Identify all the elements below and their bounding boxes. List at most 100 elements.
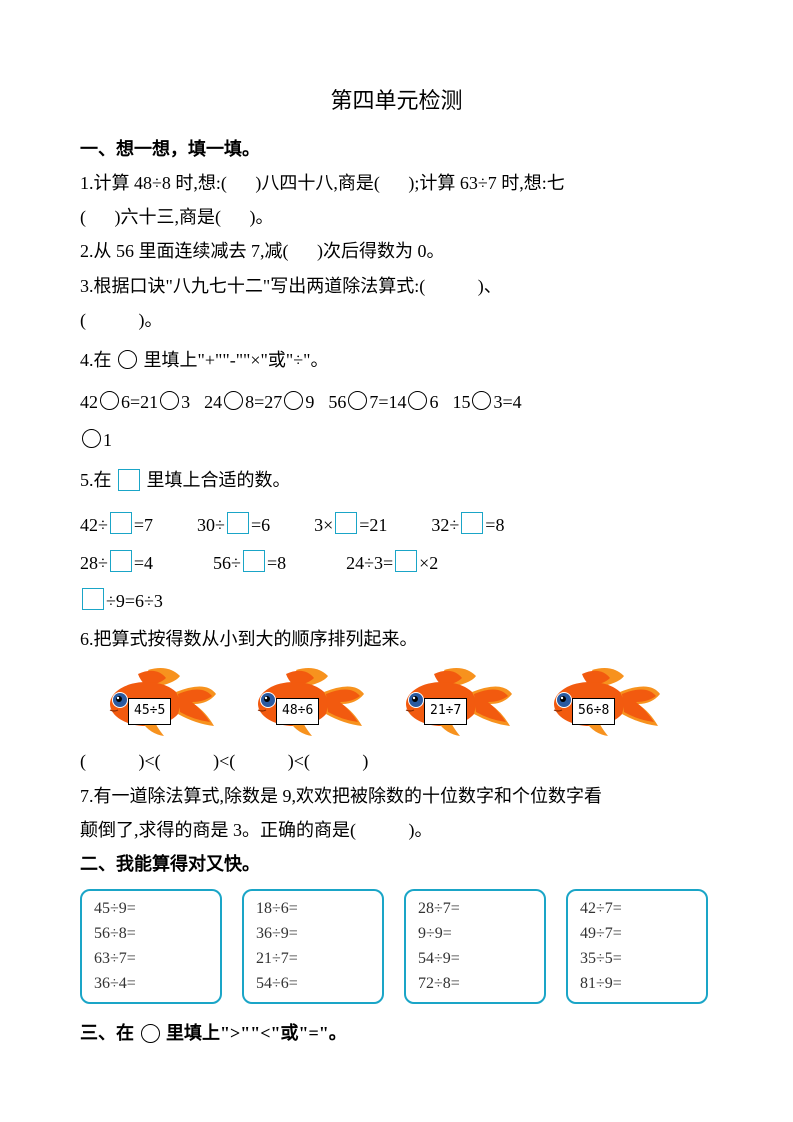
q7: 7.有一道除法算式,除数是 9,欢欢把被除数的十位数字和个位数字看 颠倒了,求得… xyxy=(80,779,713,847)
page-title: 第四单元检测 xyxy=(80,80,713,122)
calc-expr: 54÷9= xyxy=(418,947,532,972)
square-placeholder-icon xyxy=(82,588,104,610)
q6: 6.把算式按得数从小到大的顺序排列起来。 xyxy=(80,622,713,656)
square-placeholder-icon xyxy=(110,550,132,572)
q5-expr: 32÷ xyxy=(431,508,459,542)
q4-group: 248=279 xyxy=(204,385,314,419)
q5-expr: =6 xyxy=(251,508,270,542)
q4-group: 567=146 xyxy=(328,385,438,419)
circle-placeholder-icon xyxy=(348,391,367,410)
square-placeholder-icon xyxy=(110,512,132,534)
calc-expr: 54÷6= xyxy=(256,972,370,997)
fish-row: 45÷5 48÷6 21÷7 56÷8 xyxy=(98,662,713,740)
q6-answers: ( )<( )<( )<( ) xyxy=(80,744,713,778)
section-3-header: 三、在 里填上">""<"或"="。 xyxy=(80,1016,713,1050)
fish-label: 48÷6 xyxy=(276,698,319,725)
q2-text: )次后得数为 0。 xyxy=(317,241,445,261)
q5-text: ÷9=6÷3 xyxy=(106,584,163,618)
calc-expr: 18÷6= xyxy=(256,897,370,922)
q4-group: 15 3=4 xyxy=(452,385,521,419)
s3-text: 三、在 xyxy=(80,1023,134,1043)
section-2-header: 二、我能算得对又快。 xyxy=(80,847,713,881)
q4: 4.在 里填上"+""-""×"或"÷"。 xyxy=(80,343,713,377)
square-placeholder-icon xyxy=(118,469,140,491)
q4-num: 7=14 xyxy=(369,385,406,419)
q3-text: 3.根据口诀"八九七十二"写出两道除法算式:( xyxy=(80,276,425,296)
q4-num: 24 xyxy=(204,385,222,419)
q1-text: ( xyxy=(80,207,86,227)
calc-expr: 36÷9= xyxy=(256,922,370,947)
q6-text: )<( xyxy=(139,751,161,771)
circle-placeholder-icon xyxy=(141,1024,160,1043)
q4-group: 426=213 xyxy=(80,385,190,419)
q4-num: 3=4 xyxy=(493,385,521,419)
square-placeholder-icon xyxy=(335,512,357,534)
calc-expr: 42÷7= xyxy=(580,897,694,922)
q5-expr: 3× xyxy=(314,508,333,542)
q5: 5.在 里填上合适的数。 xyxy=(80,463,713,497)
fish-icon: 56÷8 xyxy=(542,662,662,740)
circle-placeholder-icon xyxy=(224,391,243,410)
fish-label: 56÷8 xyxy=(572,698,615,725)
q3: 3.根据口诀"八九七十二"写出两道除法算式:( )、 ( )。 xyxy=(80,269,713,337)
circle-placeholder-icon xyxy=(82,429,101,448)
q2: 2.从 56 里面连续减去 7,减( )次后得数为 0。 xyxy=(80,234,713,268)
q1-text: )六十三,商是( xyxy=(115,207,222,227)
q4-num: 56 xyxy=(328,385,346,419)
q5-group: 30÷ =6 xyxy=(197,508,270,542)
q7-text: 颠倒了,求得的商是 3。正确的商是( xyxy=(80,820,356,840)
circle-placeholder-icon xyxy=(160,391,179,410)
q5-expr: =7 xyxy=(134,508,153,542)
q6-text: )<( xyxy=(213,751,235,771)
q4-tail: 1 xyxy=(80,423,713,457)
circle-placeholder-icon xyxy=(472,391,491,410)
square-placeholder-icon xyxy=(461,512,483,534)
square-placeholder-icon xyxy=(243,550,265,572)
q5-expr: 42÷ xyxy=(80,508,108,542)
calc-box: 18÷6=36÷9=21÷7=54÷6= xyxy=(242,889,384,1004)
q5-expr: =21 xyxy=(359,508,387,542)
q5-text: 5.在 xyxy=(80,470,112,490)
q5-group: 3× =21 xyxy=(314,508,387,542)
q4-text: 1 xyxy=(103,423,112,457)
q5-group: 32÷=8 xyxy=(431,508,504,542)
calc-expr: 63÷7= xyxy=(94,947,208,972)
calc-expr: 72÷8= xyxy=(418,972,532,997)
calc-expr: 56÷8= xyxy=(94,922,208,947)
fish-label: 45÷5 xyxy=(128,698,171,725)
q6-text: ) xyxy=(362,751,368,771)
q5-group: 56÷=8 xyxy=(213,546,286,580)
q4-num: 3 xyxy=(181,385,190,419)
q3-text: )。 xyxy=(139,310,163,330)
calc-expr: 36÷4= xyxy=(94,972,208,997)
q5-text: 里填上合适的数。 xyxy=(147,470,291,490)
q5-expr: 28÷ xyxy=(80,546,108,580)
q4-num: 6=21 xyxy=(121,385,158,419)
circle-placeholder-icon xyxy=(284,391,303,410)
q6-text: )<( xyxy=(288,751,310,771)
calc-expr: 28÷7= xyxy=(418,897,532,922)
fish-icon: 21÷7 xyxy=(394,662,514,740)
calc-boxes: 45÷9=56÷8=63÷7=36÷4=18÷6=36÷9=21÷7=54÷6=… xyxy=(80,889,713,1004)
fish-icon: 48÷6 xyxy=(246,662,366,740)
q4-num: 8=27 xyxy=(245,385,282,419)
q5-expr: 24÷3= xyxy=(346,546,393,580)
q4-num: 15 xyxy=(452,385,470,419)
q5-expr: =4 xyxy=(134,546,153,580)
worksheet-body: 一、想一想，填一填。 1.计算 48÷8 时,想:( )八四十八,商是( );计… xyxy=(80,132,713,1051)
q5-expr: 30÷ xyxy=(197,508,225,542)
q4-expressions: 426=213248=279567=146153=4 xyxy=(80,385,713,419)
calc-expr: 49÷7= xyxy=(580,922,694,947)
q5-expr: ×2 xyxy=(419,546,438,580)
calc-expr: 9÷9= xyxy=(418,922,532,947)
q5-group: 28÷ =4 xyxy=(80,546,153,580)
q2-text: 2.从 56 里面连续减去 7,减( xyxy=(80,241,289,261)
square-placeholder-icon xyxy=(395,550,417,572)
q5-group: 42÷ =7 xyxy=(80,508,153,542)
q7-text: )。 xyxy=(409,820,433,840)
q5-group: 24÷3= ×2 xyxy=(346,546,438,580)
fish-label: 21÷7 xyxy=(424,698,467,725)
q3-text: )、 xyxy=(478,276,502,296)
calc-expr: 35÷5= xyxy=(580,947,694,972)
calc-box: 28÷7=9÷9=54÷9=72÷8= xyxy=(404,889,546,1004)
